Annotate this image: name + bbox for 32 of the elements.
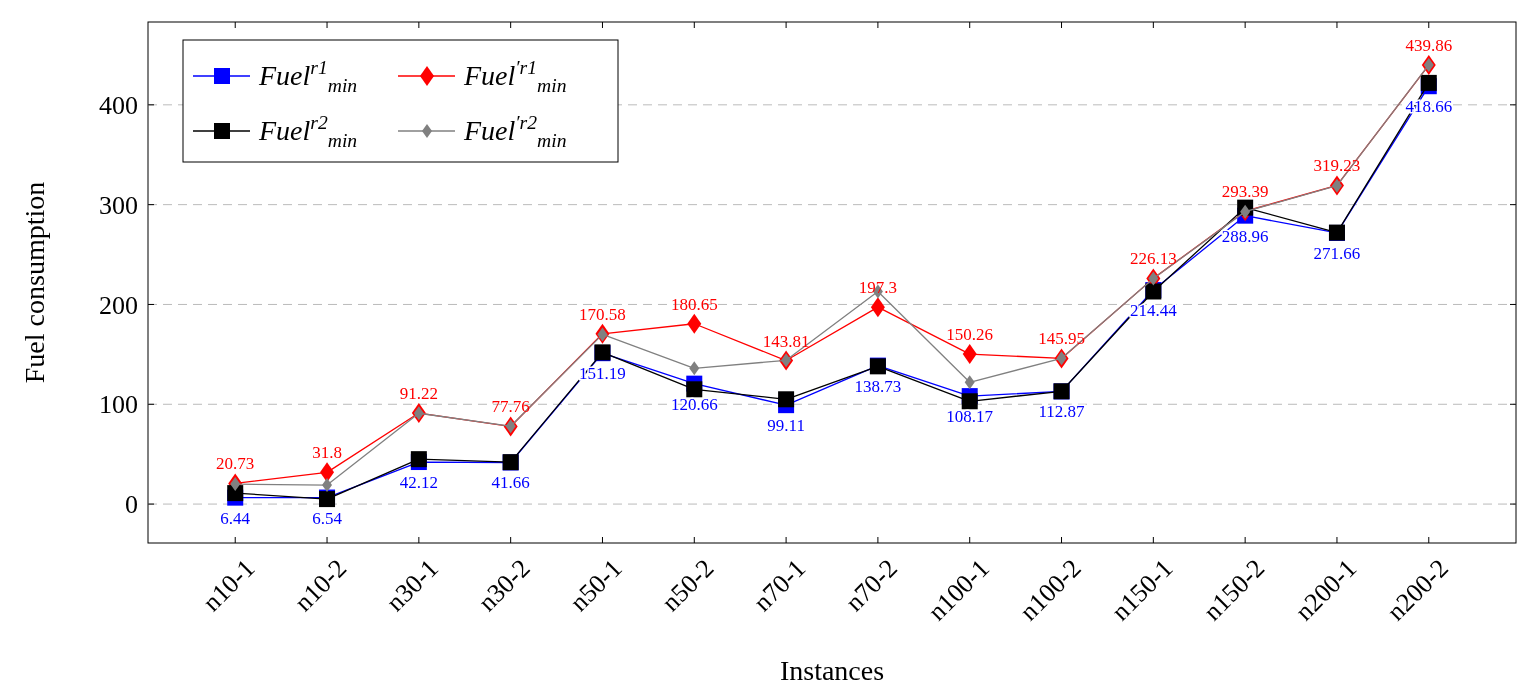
data-label: 120.66 <box>670 394 718 414</box>
y-tick-label: 100 <box>99 390 138 420</box>
data-label: 42.12 <box>399 473 438 493</box>
data-label: 180.65 <box>670 294 718 314</box>
data-label: 138.73 <box>854 376 902 396</box>
data-label: 319.23 <box>1313 156 1361 176</box>
data-label: 226.13 <box>1129 249 1177 269</box>
y-tick-label: 400 <box>99 90 138 120</box>
y-axis-title: Fuel consumption <box>19 181 50 384</box>
data-label: 20.73 <box>216 454 255 474</box>
data-label: 197.3 <box>858 278 898 298</box>
data-label: 145.95 <box>1038 329 1085 349</box>
y-tick-label: 300 <box>99 190 138 220</box>
data-label: 293.39 <box>1221 182 1269 202</box>
data-label: 271.66 <box>1313 243 1361 263</box>
y-tick-label: 0 <box>125 490 138 520</box>
data-label: 143.81 <box>762 331 810 351</box>
x-axis-title: Instances <box>779 655 885 686</box>
data-label: 91.22 <box>399 384 438 404</box>
data-label: 108.17 <box>946 407 994 427</box>
data-label: 31.8 <box>312 443 342 463</box>
data-label: 41.66 <box>491 473 530 493</box>
data-label: 170.58 <box>579 304 626 324</box>
data-label: 288.96 <box>1221 226 1269 246</box>
data-label: 6.44 <box>220 508 251 528</box>
data-label: 77.76 <box>491 397 530 417</box>
data-label: 439.86 <box>1405 36 1453 56</box>
data-label: 150.26 <box>946 325 994 345</box>
data-label: 112.87 <box>1038 402 1086 422</box>
data-label: 99.11 <box>767 416 805 436</box>
y-tick-label: 200 <box>99 290 138 320</box>
data-label: 6.54 <box>312 508 343 528</box>
